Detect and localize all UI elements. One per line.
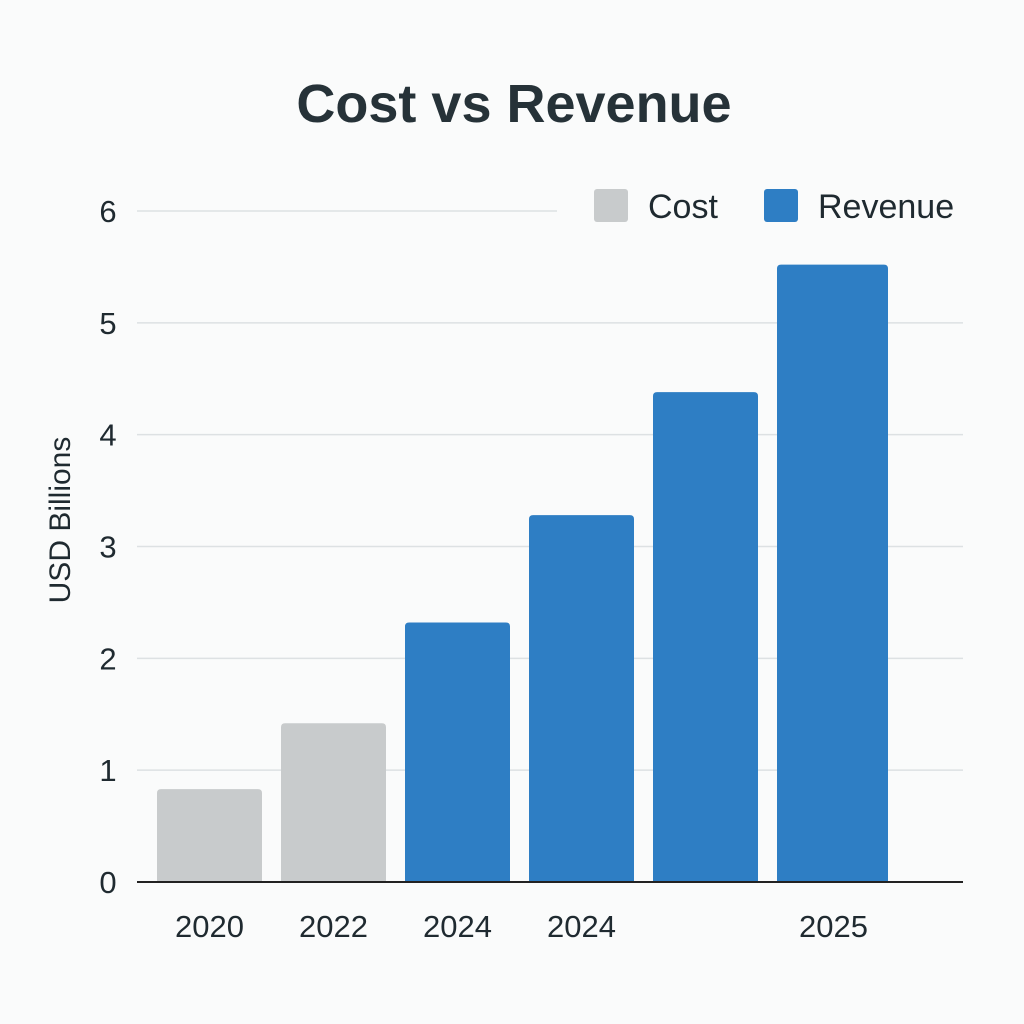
- x-tick-label: 2022: [299, 909, 368, 944]
- y-tick-label: 2: [99, 641, 116, 676]
- bar-cost: [281, 723, 386, 882]
- x-tick-label: 2024: [423, 909, 492, 944]
- y-tick-label: 5: [99, 306, 116, 341]
- y-tick-label: 6: [99, 194, 116, 229]
- y-tick-label: 1: [99, 753, 116, 788]
- x-tick-label: 2020: [175, 909, 244, 944]
- legend-label-revenue: Revenue: [818, 188, 954, 226]
- bar-revenue: [777, 264, 888, 882]
- y-axis-label: USD Billions: [44, 437, 77, 604]
- legend: Cost Revenue: [594, 188, 954, 226]
- legend-swatch-revenue: [764, 189, 798, 222]
- bar-revenue: [405, 622, 510, 882]
- x-tick-label: 2025: [799, 909, 868, 944]
- y-tick-label: 0: [99, 865, 116, 900]
- chart-title: Cost vs Revenue: [296, 74, 731, 134]
- legend-swatch-cost: [594, 189, 628, 222]
- bar-revenue: [653, 392, 758, 882]
- x-tick-label: 2024: [547, 909, 616, 944]
- y-tick-label: 3: [99, 530, 116, 565]
- bar-revenue: [529, 515, 634, 882]
- y-tick-label: 4: [99, 418, 116, 453]
- legend-label-cost: Cost: [648, 188, 718, 226]
- bar-cost: [157, 789, 262, 882]
